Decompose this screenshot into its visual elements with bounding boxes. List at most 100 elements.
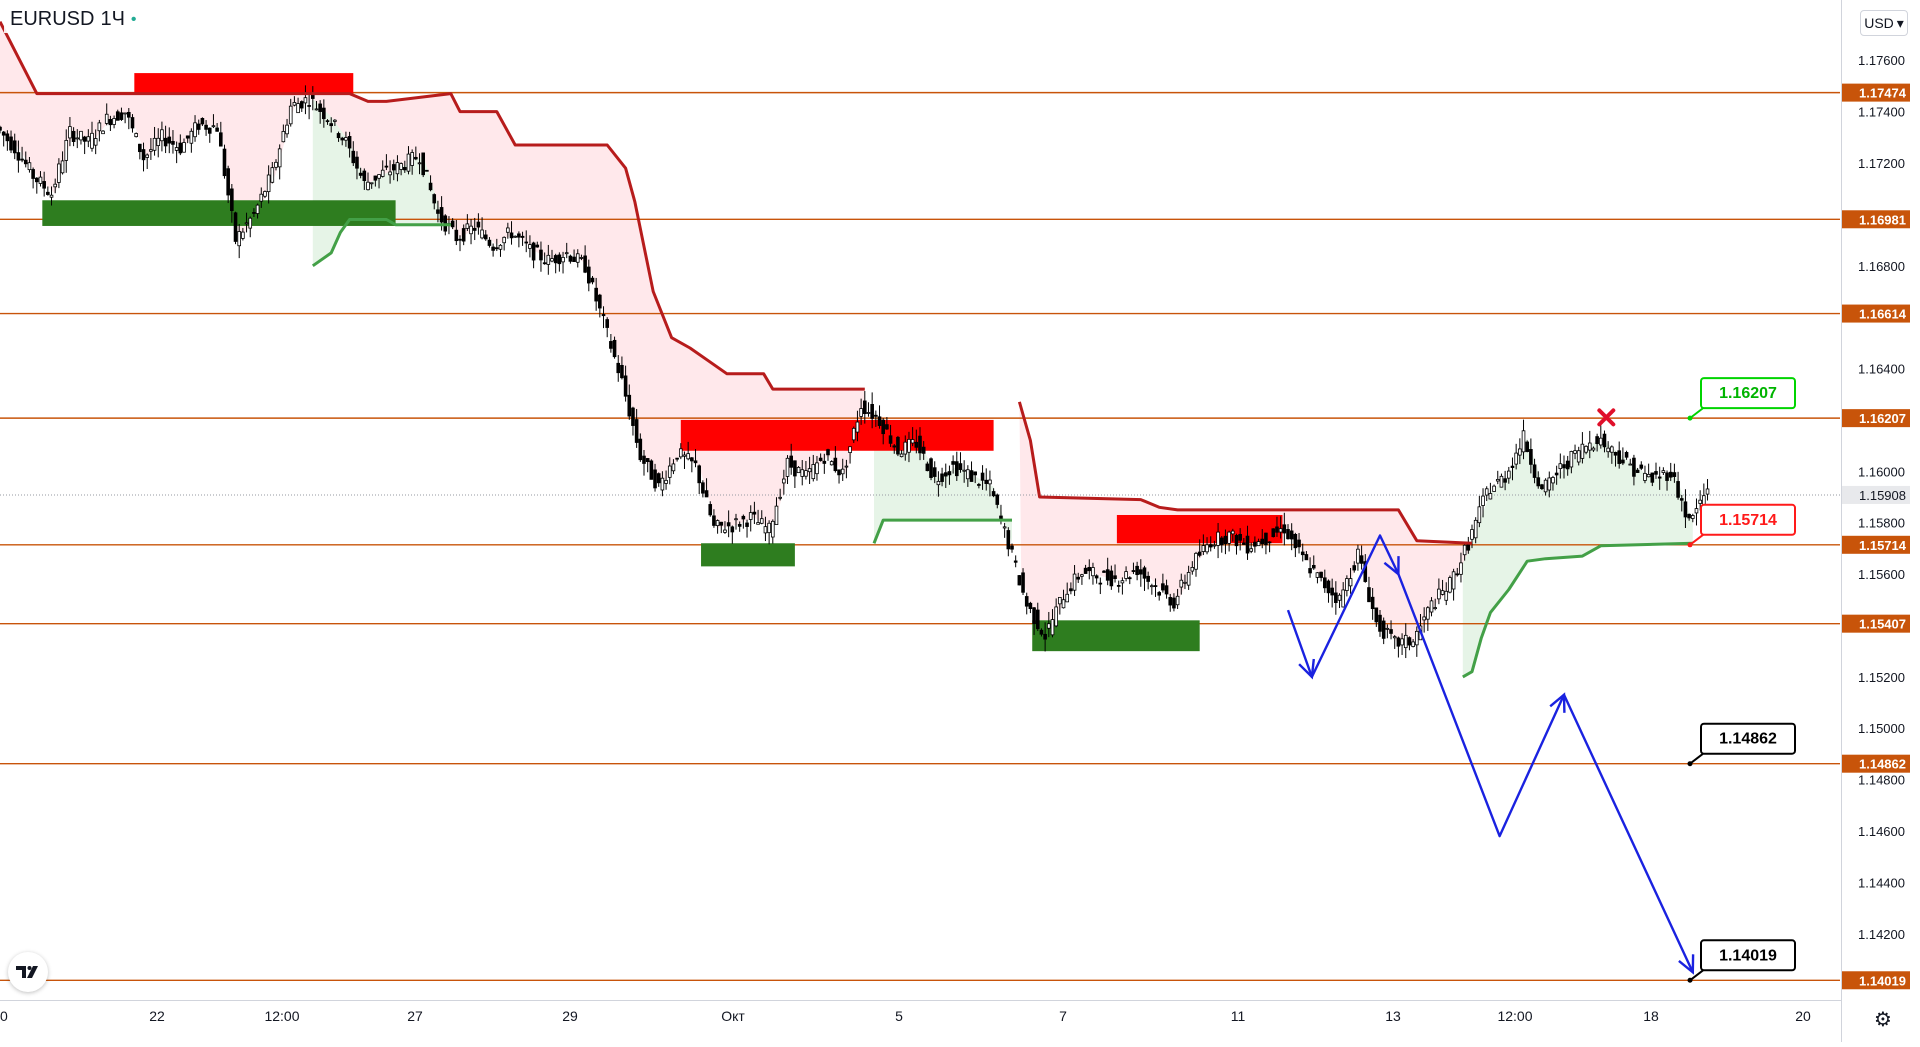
candle-body bbox=[134, 133, 138, 138]
candle-body bbox=[1024, 596, 1029, 607]
candle-body bbox=[362, 170, 367, 181]
candle-body bbox=[432, 194, 437, 204]
candle-body bbox=[1411, 641, 1415, 647]
candle-body bbox=[336, 133, 341, 139]
candle-body bbox=[281, 131, 286, 143]
candle-body bbox=[1672, 472, 1677, 477]
candle-body bbox=[936, 480, 941, 486]
candle-body bbox=[1565, 460, 1570, 470]
candle-body bbox=[587, 266, 591, 284]
resistance-zone[interactable] bbox=[134, 73, 354, 94]
candle-body bbox=[1426, 607, 1430, 620]
candle-body bbox=[1702, 495, 1706, 506]
level-price-badge[interactable] bbox=[1842, 210, 1910, 229]
candle-body bbox=[1374, 607, 1379, 623]
callout-box[interactable] bbox=[1700, 377, 1796, 410]
candle-body bbox=[1, 131, 6, 136]
candle-body bbox=[296, 103, 300, 114]
candle-body bbox=[138, 143, 142, 153]
candle-body bbox=[848, 446, 852, 453]
candle-body bbox=[1286, 529, 1290, 540]
tradingview-logo-icon[interactable] bbox=[8, 952, 48, 992]
candle-body bbox=[42, 181, 46, 189]
candle-body bbox=[715, 520, 720, 527]
candle-body bbox=[1455, 573, 1460, 576]
candle-body bbox=[1514, 452, 1518, 465]
level-price-badge[interactable] bbox=[1842, 614, 1910, 633]
candle-body bbox=[690, 457, 694, 462]
support-zone[interactable] bbox=[1032, 620, 1200, 652]
x-mark-icon[interactable] bbox=[1597, 408, 1616, 427]
gear-icon[interactable]: ⚙ bbox=[1874, 1008, 1892, 1031]
candle-body bbox=[1407, 637, 1412, 646]
candle-body bbox=[940, 473, 944, 482]
level-price-badge[interactable] bbox=[1842, 409, 1910, 428]
candle-body bbox=[851, 427, 856, 441]
candle-body bbox=[377, 174, 381, 179]
candle-body bbox=[528, 244, 532, 249]
candle-body bbox=[211, 125, 216, 128]
candle-body bbox=[1621, 459, 1625, 464]
trailing-stop-up-line bbox=[1462, 541, 1693, 679]
candle-body bbox=[1242, 542, 1246, 545]
level-price-badge[interactable] bbox=[1842, 304, 1910, 323]
candle-body bbox=[193, 122, 197, 138]
currency-button[interactable]: USD ▾ bbox=[1860, 10, 1908, 36]
candle-body bbox=[524, 241, 529, 244]
current-price-label: 1.15908 bbox=[1859, 488, 1906, 503]
candle-body bbox=[108, 119, 113, 126]
candle-body bbox=[966, 469, 970, 480]
candle-body bbox=[881, 419, 885, 435]
resistance-zone[interactable] bbox=[680, 419, 994, 451]
candle-body bbox=[1668, 471, 1673, 478]
candle-body bbox=[97, 122, 102, 132]
candle-body bbox=[0, 126, 2, 131]
candle-body bbox=[991, 491, 996, 497]
price-tick-label: 1.16800 bbox=[1858, 259, 1905, 274]
candle-body bbox=[598, 294, 602, 309]
symbol-legend[interactable]: EURUSD 1Ч • bbox=[4, 6, 143, 33]
time-axis[interactable]: 20 22 12:00 27 29 Окт 5 7 11 13 12:00 18 20 bbox=[0, 1008, 1811, 1024]
level-price-badge[interactable] bbox=[1842, 971, 1910, 990]
candle-body bbox=[631, 407, 635, 426]
price-tick-label: 1.15000 bbox=[1858, 721, 1905, 736]
candle-body bbox=[163, 137, 168, 147]
candle-body bbox=[399, 163, 403, 170]
candle-body bbox=[734, 518, 738, 521]
candle-body bbox=[1175, 595, 1180, 606]
candle-body bbox=[266, 174, 271, 193]
candle-body bbox=[75, 137, 80, 140]
candle-body bbox=[1039, 629, 1044, 635]
resistance-zone[interactable] bbox=[1116, 514, 1283, 544]
candle-body bbox=[844, 465, 849, 468]
candle-body bbox=[1462, 544, 1467, 556]
candle-body bbox=[406, 153, 411, 172]
candle-body bbox=[1043, 633, 1047, 640]
price-axis[interactable]: 1.17600 1.17400 1.17200 1.16800 1.16400 1.160… bbox=[1842, 53, 1910, 990]
candle-body bbox=[1245, 535, 1250, 554]
candle-body bbox=[303, 97, 308, 104]
candle-body bbox=[27, 162, 32, 171]
current-price-badge[interactable] bbox=[1842, 485, 1910, 504]
support-zone[interactable] bbox=[701, 543, 795, 567]
callout-box[interactable] bbox=[1700, 939, 1796, 972]
candle-body bbox=[535, 244, 540, 248]
level-price-badge[interactable] bbox=[1842, 83, 1910, 102]
candle-body bbox=[583, 255, 587, 273]
candle-body bbox=[675, 457, 679, 460]
tradingview-logo-icon-svg bbox=[16, 966, 38, 978]
callout-box[interactable] bbox=[1700, 503, 1796, 536]
candle-body bbox=[1186, 572, 1191, 586]
candle-body bbox=[325, 120, 330, 123]
time-tick-label: 12:00 bbox=[1497, 1008, 1532, 1024]
level-price-badge[interactable] bbox=[1842, 754, 1910, 773]
support-zone[interactable] bbox=[42, 200, 396, 226]
candle-body bbox=[244, 222, 249, 225]
candle-body bbox=[605, 319, 609, 328]
candle-body bbox=[1698, 499, 1702, 504]
candle-body bbox=[1234, 535, 1239, 547]
level-price-badge[interactable] bbox=[1842, 535, 1910, 554]
callout-box[interactable] bbox=[1700, 722, 1796, 755]
